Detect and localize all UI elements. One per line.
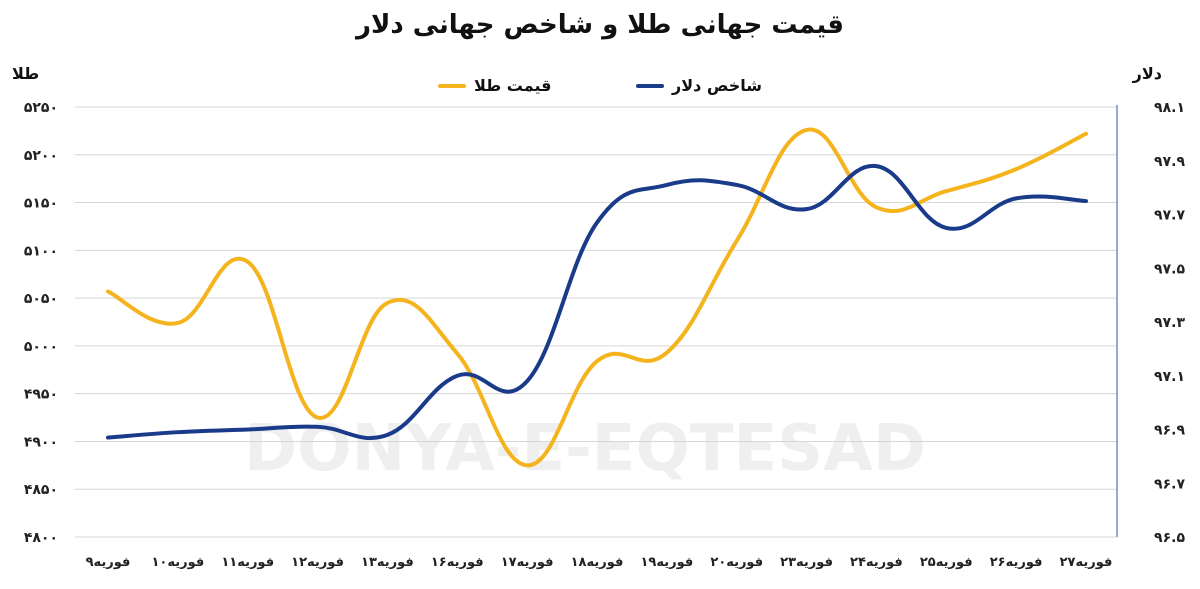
chart-title: قیمت جهانی طلا و شاخص جهانی دلار (356, 10, 844, 40)
x-tick-label: ۲۰فوریه (710, 555, 763, 570)
x-tick-label: ۱۶فوریه (431, 555, 484, 570)
series-group (106, 127, 1088, 468)
left-tick-label: ۴۹۵۰ (24, 387, 58, 403)
right-tick-label: ۹۷.۵ (1154, 261, 1185, 277)
left-tick-label: ۵۲۵۰ (24, 100, 58, 116)
x-tick-label: ۹فوریه (86, 555, 131, 570)
right-tick-label: ۹۷.۷ (1154, 208, 1185, 224)
right-axis-unit: دلار (1132, 64, 1162, 83)
left-tick-label: ۵۱۵۰ (24, 196, 58, 212)
right-tick-label: ۹۶.۵ (1154, 530, 1185, 546)
left-axis-unit: طلا (12, 64, 40, 83)
left-tick-label: ۵۰۵۰ (24, 291, 58, 307)
legend-item-gold: قیمت طلا (438, 76, 551, 95)
legend-swatch-gold (438, 83, 466, 88)
x-tick-label: ۲۴فوریه (850, 555, 903, 570)
left-axis: ۴۸۰۰ ۴۸۵۰ ۴۹۰۰ ۴۹۵۰ ۵۰۰۰ ۵۰۵۰ ۵۱۰۰ ۵۱۵۰ ۵۲۰۰ ۵۲۵۰ (24, 100, 58, 546)
x-tick-label: ۱۳فوریه (361, 555, 414, 570)
x-tick-label: ۱۰فوریه (151, 555, 204, 570)
right-tick-label: ۹۶.۹ (1154, 423, 1185, 439)
legend-item-dollar: شاخص دلار (636, 76, 762, 95)
x-tick-label: ۱۲فوریه (291, 555, 344, 570)
right-tick-label: ۹۸.۱ (1154, 100, 1185, 116)
legend-label-gold: قیمت طلا (474, 76, 552, 95)
x-tick-label: ۱۷فوریه (501, 555, 554, 570)
x-tick-label: ۲۷فوریه (1060, 555, 1113, 570)
left-tick-label: ۵۰۰۰ (24, 339, 58, 355)
dollar-index-line (106, 164, 1088, 441)
x-tick-label: ۲۳فوریه (780, 555, 833, 570)
right-tick-label: ۹۷.۱ (1154, 369, 1185, 385)
x-tick-label: ۲۶فوریه (990, 555, 1043, 570)
legend-label-dollar: شاخص دلار (672, 76, 763, 95)
left-tick-label: ۴۹۰۰ (24, 434, 58, 450)
x-tick-label: ۲۵فوریه (920, 555, 973, 570)
left-tick-label: ۴۸۵۰ (24, 482, 58, 498)
grid-lines (75, 105, 1118, 538)
x-axis: ۹فوریه ۱۰فوریه ۱۱فوریه ۱۲فوریه ۱۳فوریه ۱۶فوری… (86, 555, 1113, 570)
right-tick-label: ۹۷.۳ (1154, 315, 1185, 331)
legend-swatch-dollar (636, 83, 664, 88)
x-tick-label: ۱۹فوریه (640, 555, 693, 570)
gold-price-line (106, 127, 1088, 468)
right-tick-label: ۹۷.۹ (1154, 154, 1185, 170)
x-tick-label: ۱۸فوریه (571, 555, 624, 570)
x-tick-label: ۱۱فوریه (221, 555, 274, 570)
watermark: DONYA-E-EQTESAD (244, 412, 926, 486)
right-axis: ۹۶.۵ ۹۶.۷ ۹۶.۹ ۹۷.۱ ۹۷.۳ ۹۷.۵ ۹۷.۷ ۹۷.۹ ۹۸.۱ (1154, 100, 1185, 546)
right-tick-label: ۹۶.۷ (1154, 476, 1185, 492)
left-tick-label: ۵۱۰۰ (24, 243, 58, 259)
left-tick-label: ۵۲۰۰ (24, 148, 58, 164)
left-tick-label: ۴۸۰۰ (24, 530, 58, 546)
